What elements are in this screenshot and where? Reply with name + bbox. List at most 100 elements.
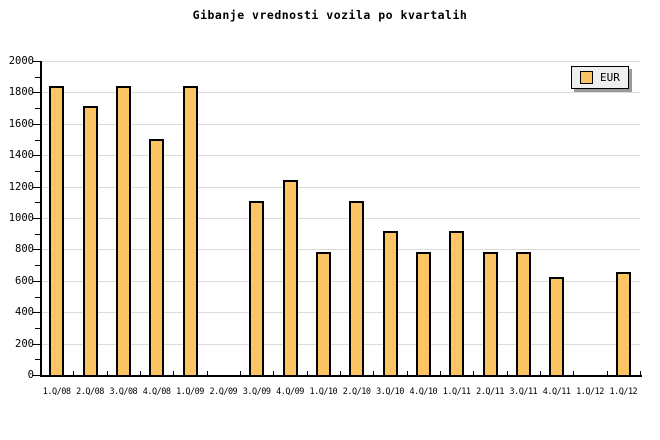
plot-area [40,61,640,375]
x-tick-label: 1.Q/08 [42,387,71,397]
bar-1.Q/12 [615,272,631,375]
gridline [42,186,640,188]
y-major-tick [32,92,40,94]
y-tick-label: 1600 [8,117,34,130]
chart-title: Gibanje vrednosti vozila po kvartalih [192,8,468,22]
bar-4.Q/11 [549,276,565,375]
x-tick-label: 2.Q/08 [76,387,104,397]
y-major-tick [32,61,40,62]
x-tick [540,371,541,375]
x-tick-label: 3.Q/11 [509,387,538,397]
y-major-tick [32,375,40,376]
bar-2.Q/10 [349,200,365,375]
y-major-tick [32,343,40,345]
x-tick [240,371,241,375]
y-tick-label: 2000 [8,55,34,67]
x-tick-label: 4.Q/11 [542,387,571,397]
x-tick [606,371,608,375]
gridline [42,61,640,62]
x-tick [106,371,108,375]
x-tick-label: 1.Q/11 [442,387,471,397]
gridline [42,155,640,157]
y-major-tick [32,280,40,282]
gridline [42,123,640,125]
x-tick-label: 3.Q/09 [242,387,271,397]
y-minor-tick [35,233,40,235]
x-tick [506,371,508,375]
x-tick-label: 1.Q/09 [176,387,204,397]
y-tick-label: 0 [27,369,34,381]
y-major-tick [32,249,40,251]
x-tick-label: 1.Q/12 [609,387,638,397]
bar-4.Q/09 [282,179,298,375]
y-minor-tick [35,108,40,110]
y-minor-tick [35,76,40,78]
x-tick-label: 1.Q/12 [576,387,604,397]
y-major-tick [32,218,40,219]
y-tick-label: 200 [15,337,34,350]
gridline [42,92,640,94]
bar-1.Q/08 [49,86,65,375]
y-tick-label: 1000 [8,212,34,224]
y-minor-tick [35,359,40,361]
y-tick-label: 600 [15,274,34,287]
x-tick [273,371,275,375]
x-tick-label: 3.Q/10 [376,387,404,397]
y-minor-tick [35,139,40,141]
bar-1.Q/10 [315,251,331,375]
y-tick-label: 1400 [8,149,34,162]
x-tick [573,371,575,375]
y-minor-tick [35,265,40,267]
x-tick [306,371,308,375]
y-minor-tick [35,170,40,172]
x-tick [206,371,208,375]
legend-swatch-icon [580,71,593,84]
x-tick [640,371,641,375]
y-major-tick [32,312,40,314]
y-tick-label: 400 [15,306,34,319]
bar-3.Q/10 [382,231,398,375]
bar-4.Q/10 [415,251,431,375]
y-minor-tick [35,202,40,204]
legend-label: EUR [600,71,620,84]
x-tick [73,371,75,375]
bar-3.Q/08 [115,86,131,375]
y-major-tick [32,123,40,125]
gridline [42,218,640,219]
x-tick-label: 1.Q/10 [309,387,338,397]
x-tick-label: 4.Q/09 [276,387,304,397]
x-tick-label: 4.Q/08 [142,387,171,397]
x-tick [473,371,475,375]
bar-2.Q/08 [82,105,98,375]
x-tick-label: 4.Q/10 [409,387,438,397]
x-tick [40,371,41,375]
legend: EUR [571,66,629,89]
y-major-tick [32,186,40,188]
x-tick-label: 2.Q/11 [476,387,504,397]
x-tick [406,371,408,375]
x-tick [373,371,375,375]
x-tick [340,371,341,375]
gridline [42,249,640,251]
y-axis [40,61,42,377]
y-tick-label: 800 [15,243,34,256]
x-tick-label: 3.Q/08 [109,387,138,397]
gridline [42,312,640,314]
bar-2.Q/11 [482,251,498,375]
x-axis [40,375,642,377]
y-minor-tick [35,296,40,298]
bar-4.Q/08 [149,138,165,375]
bar-1.Q/11 [449,231,465,375]
x-tick [140,371,141,375]
gridline [42,343,640,345]
x-tick-label: 2.Q/09 [209,387,238,397]
x-tick [440,371,441,375]
y-tick-label: 1200 [8,180,34,193]
x-tick [173,371,175,375]
bar-1.Q/09 [182,86,198,375]
gridline [42,280,640,282]
y-tick-label: 1800 [8,86,34,99]
y-major-tick [32,155,40,157]
bar-3.Q/11 [515,251,531,375]
